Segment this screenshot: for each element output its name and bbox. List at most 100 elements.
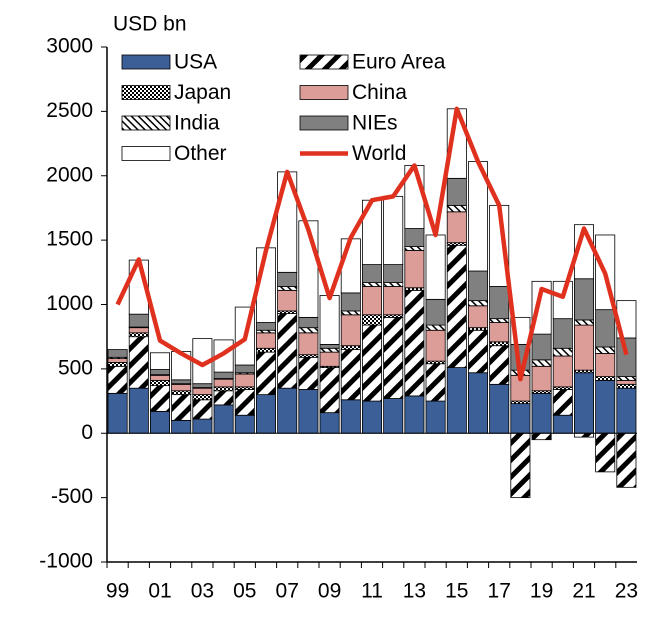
y-tick-label: 1000 (46, 292, 93, 315)
bar-segment (574, 324, 595, 371)
y-tick-label: 2500 (46, 99, 93, 122)
bar-segment (319, 351, 340, 367)
bar-segment (425, 363, 446, 402)
bar-segment (510, 432, 531, 499)
bar-segment (616, 380, 637, 385)
bar-segment (467, 305, 488, 329)
legend-label: China (352, 81, 407, 104)
bar-segment (107, 362, 128, 367)
bar-segment (425, 400, 446, 434)
legend-swatch (299, 115, 349, 131)
bar-segment (171, 383, 192, 392)
bar-segment (128, 313, 149, 328)
world-line (115, 106, 629, 382)
legend-swatch (121, 54, 171, 70)
bar-segment (531, 359, 552, 367)
bar-segment (595, 346, 616, 354)
bar-segment (489, 318, 510, 323)
x-tick-label: 11 (361, 580, 383, 603)
y-tick-label: 3000 (46, 35, 93, 58)
bar-segment (255, 351, 276, 396)
legend-label: Euro Area (352, 51, 446, 74)
bar-segment (446, 211, 467, 244)
bar-segment (340, 345, 361, 350)
x-tick-label: 07 (276, 580, 299, 603)
bar-segment (149, 369, 170, 376)
bar-segment (574, 319, 595, 326)
bar-segment (319, 295, 340, 345)
bar-segment (340, 238, 361, 294)
x-tick-label: 21 (572, 580, 595, 603)
bar-segment (510, 403, 531, 434)
bar-segment (531, 365, 552, 392)
y-tick-label: 2000 (46, 163, 93, 186)
bar-segment (192, 399, 213, 420)
legend-swatch (121, 85, 171, 100)
bar-segment (234, 373, 255, 388)
bar-segment (128, 387, 149, 434)
bar-segment (107, 358, 128, 363)
bar-segment (213, 404, 234, 434)
bar-segment (298, 327, 319, 334)
bar-segment (383, 282, 404, 287)
bar-segment (489, 383, 510, 434)
bar-segment (361, 314, 382, 326)
bar-segment (595, 309, 616, 348)
bar-segment (616, 376, 637, 381)
bar-segment (319, 412, 340, 434)
legend-label: NIEs (352, 112, 398, 135)
bar-segment (213, 386, 234, 392)
bar-segment (319, 347, 340, 353)
bar-segment (319, 367, 340, 414)
bar-segment (234, 364, 255, 374)
bar-segment (467, 270, 488, 302)
y-tick-label: -500 (51, 485, 93, 508)
bar-segment (404, 289, 425, 397)
bar-segment (192, 418, 213, 434)
bar-segment (552, 414, 573, 434)
bar-segment (192, 394, 213, 401)
bar-segment (425, 234, 446, 300)
bar-segment (340, 292, 361, 312)
bar-segment (383, 195, 404, 265)
y-tick-label: 1500 (46, 228, 93, 251)
bar-segment (149, 352, 170, 370)
bar-segment (149, 410, 170, 434)
bar-segment (298, 316, 319, 329)
x-tick-label: 23 (615, 580, 638, 603)
bar-segment (298, 332, 319, 356)
bar-segment (255, 322, 276, 331)
bar-segment (234, 389, 255, 416)
bar-segment (171, 419, 192, 434)
bar-segment (107, 365, 128, 394)
y-tick-label: 500 (58, 356, 93, 379)
y-tick-label: -1000 (39, 550, 93, 573)
x-tick-label: 15 (445, 580, 468, 603)
legend-label: World (352, 142, 406, 165)
bar-segment (616, 337, 637, 378)
bar-segment (446, 244, 467, 368)
bar-segment (277, 289, 298, 312)
legend-label: USA (174, 51, 217, 74)
bar-segment (595, 432, 616, 473)
bar-segment (171, 394, 192, 421)
bar-segment (361, 264, 382, 284)
bar-segment (213, 371, 234, 379)
bar-segment (383, 398, 404, 434)
bar-segment (128, 332, 149, 338)
legend-swatch (121, 146, 171, 161)
bar-segment (552, 280, 573, 320)
bar-segment (616, 383, 637, 389)
bar-segment (531, 333, 552, 361)
bar-segment (171, 390, 192, 396)
bar-segment (446, 177, 467, 206)
bar-segment (467, 329, 488, 374)
x-tick-label: 09 (318, 580, 341, 603)
legend-label: Japan (174, 81, 231, 104)
bar-segment (361, 286, 382, 316)
bar-segment (213, 390, 234, 406)
bar-segment (277, 271, 298, 287)
bar-segment (149, 385, 170, 412)
bar-segment (277, 387, 298, 434)
